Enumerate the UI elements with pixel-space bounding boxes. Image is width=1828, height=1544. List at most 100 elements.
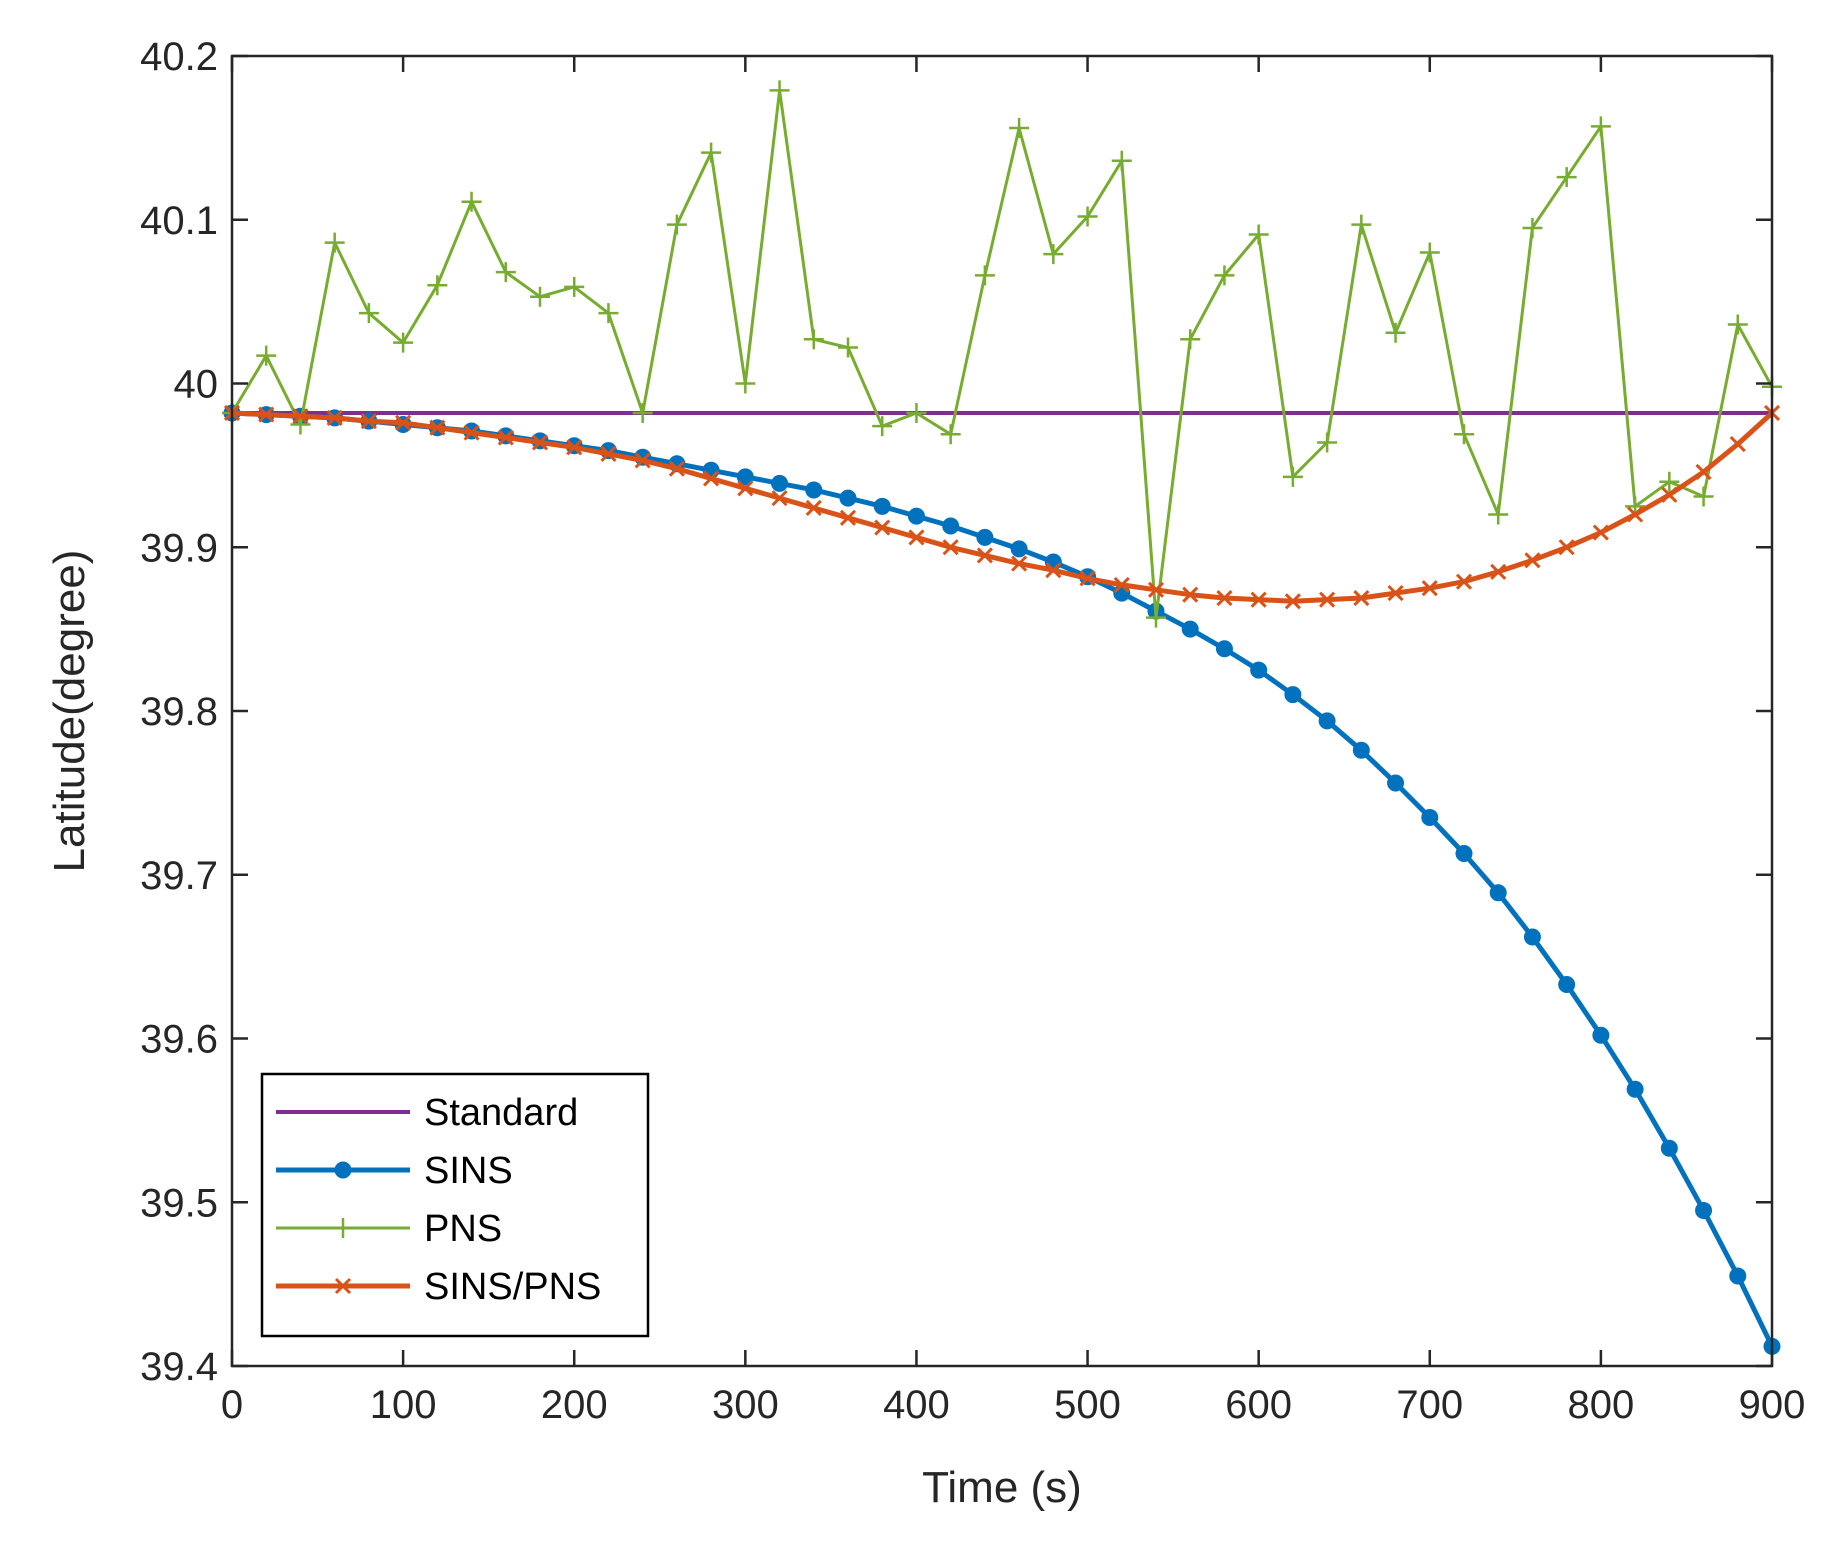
data-point xyxy=(1214,265,1235,286)
y-tick-label: 39.6 xyxy=(140,1018,218,1062)
x-tick-label: 600 xyxy=(1225,1383,1292,1427)
data-point xyxy=(1523,928,1541,946)
data-point xyxy=(1626,1080,1644,1098)
data-point xyxy=(1727,314,1748,335)
data-point xyxy=(1489,884,1507,902)
y-tick-label: 39.9 xyxy=(140,526,218,570)
y-tick-label: 39.5 xyxy=(140,1181,218,1225)
data-point xyxy=(942,517,960,535)
data-point xyxy=(1043,244,1064,265)
data-point xyxy=(1215,640,1233,658)
data-point xyxy=(1319,591,1336,608)
data-point xyxy=(703,470,720,487)
data-point xyxy=(1317,432,1338,453)
data-point xyxy=(1419,242,1440,263)
data-point xyxy=(1284,593,1301,610)
legend-label: PNS xyxy=(424,1208,502,1250)
x-tick-label: 200 xyxy=(541,1383,608,1427)
y-tick-label: 40.2 xyxy=(140,35,218,79)
legend-marker xyxy=(334,1277,352,1295)
data-point xyxy=(1421,808,1439,826)
legend-marker xyxy=(334,1161,352,1179)
data-point xyxy=(803,329,824,350)
data-point xyxy=(598,303,619,324)
data-point xyxy=(429,419,446,436)
x-tick-label: 100 xyxy=(370,1383,437,1427)
data-point xyxy=(735,373,756,394)
data-point xyxy=(256,345,277,366)
data-point xyxy=(942,539,959,556)
data-point xyxy=(839,489,857,507)
series-line xyxy=(230,88,1774,620)
data-point xyxy=(427,275,448,296)
data-point xyxy=(632,402,653,423)
data-point xyxy=(1558,975,1576,993)
y-tick-label: 39.8 xyxy=(140,690,218,734)
data-point xyxy=(258,406,275,423)
data-point xyxy=(1659,471,1680,492)
x-tick-label: 800 xyxy=(1568,1383,1635,1427)
data-point xyxy=(1695,1201,1713,1219)
data-point xyxy=(1693,486,1714,507)
data-point xyxy=(566,439,583,456)
data-point xyxy=(1729,1267,1747,1285)
y-tick-label: 39.4 xyxy=(140,1345,218,1389)
data-point xyxy=(1009,118,1030,139)
data-point xyxy=(668,460,685,477)
data-point xyxy=(1011,555,1028,572)
data-point xyxy=(530,286,550,307)
legend-item: SINS xyxy=(276,1150,513,1192)
data-point xyxy=(1556,167,1577,188)
data-point xyxy=(976,528,994,546)
data-point xyxy=(1627,506,1644,523)
data-point xyxy=(1660,1139,1678,1157)
data-point xyxy=(1455,573,1473,590)
data-point xyxy=(1385,322,1406,343)
legend-label: Standard xyxy=(424,1092,578,1134)
data-point xyxy=(771,490,788,507)
data-point xyxy=(358,303,379,324)
data-point xyxy=(1590,116,1611,137)
data-point xyxy=(1180,329,1201,350)
data-point xyxy=(874,519,891,536)
x-tick-label: 0 xyxy=(221,1383,243,1427)
data-point xyxy=(908,529,925,546)
legend-label: SINS xyxy=(424,1150,513,1192)
data-point xyxy=(906,402,927,423)
series-pns xyxy=(222,80,1782,628)
data-point xyxy=(1146,607,1166,628)
data-point xyxy=(634,452,651,469)
data-point xyxy=(1351,214,1372,235)
data-point xyxy=(701,142,722,163)
y-axis-title: Latitude(degree) xyxy=(45,550,94,873)
data-point xyxy=(974,265,995,286)
data-point xyxy=(1250,591,1267,608)
x-tick-label: 500 xyxy=(1054,1383,1121,1427)
data-point xyxy=(395,414,412,431)
data-point xyxy=(1522,217,1543,238)
axis-ticks: 0 100 200 300 400 500 600 700 800 900 39.4 39.5 39.6… xyxy=(140,35,1805,1427)
data-point xyxy=(940,424,961,445)
data-point xyxy=(1488,504,1509,525)
data-point xyxy=(497,429,514,446)
data-point xyxy=(1729,436,1746,453)
data-point xyxy=(324,232,345,253)
data-point xyxy=(769,80,790,101)
data-point xyxy=(873,497,891,515)
legend: Standard SINS PNS SINS/PNS xyxy=(260,1072,650,1338)
data-point xyxy=(1592,524,1609,541)
data-point xyxy=(1248,224,1269,245)
data-point xyxy=(872,416,893,437)
data-point xyxy=(461,191,482,212)
data-point xyxy=(564,276,585,297)
data-point xyxy=(1079,570,1096,587)
data-point xyxy=(1111,150,1132,171)
data-point xyxy=(1113,576,1130,593)
legend-label: SINS/PNS xyxy=(424,1266,601,1308)
data-point xyxy=(1010,540,1028,558)
legend-item: SINS/PNS xyxy=(276,1266,601,1308)
data-point xyxy=(666,214,687,235)
x-axis-title: Time (s) xyxy=(922,1463,1082,1512)
data-point xyxy=(1284,686,1302,704)
data-point xyxy=(736,468,754,486)
